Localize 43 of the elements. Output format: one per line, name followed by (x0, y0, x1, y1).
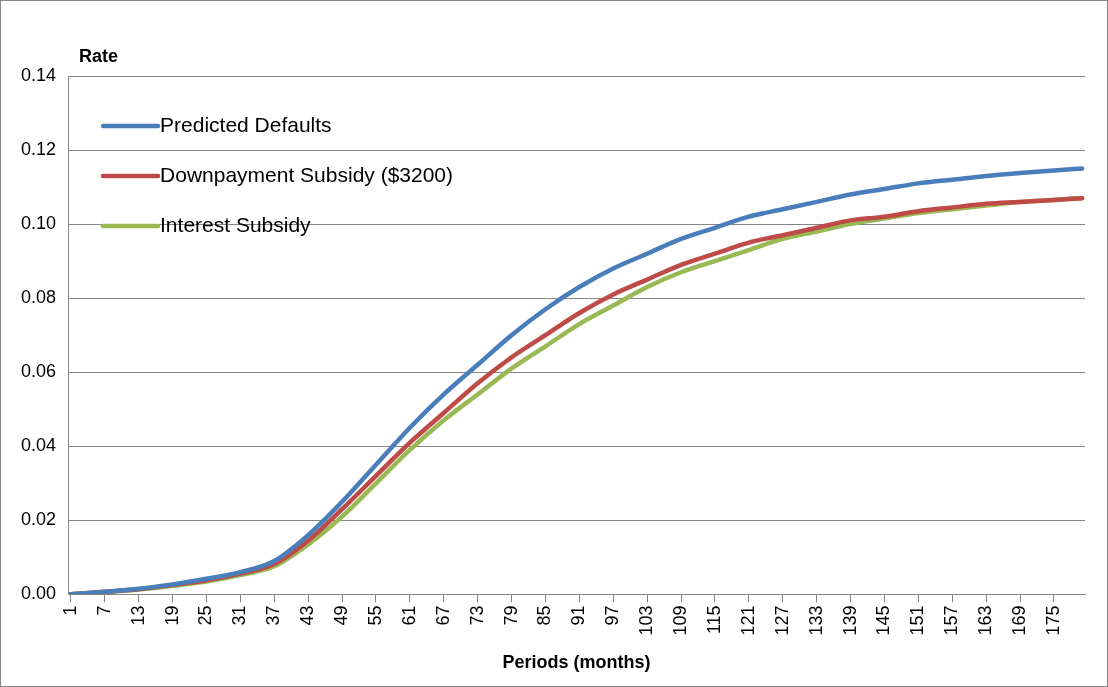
y-tick-label: 0.06 (20, 361, 57, 382)
x-tick-label: 151 (907, 605, 928, 636)
x-tick-label: 31 (229, 605, 250, 626)
x-tick-label: 7 (93, 605, 114, 616)
x-tick-label: 115 (703, 605, 724, 635)
x-tick-label: 163 (975, 605, 996, 636)
x-tick-label: 43 (297, 605, 318, 626)
x-tick-label: 133 (805, 605, 826, 636)
y-tick-label: 0.02 (20, 509, 57, 530)
x-tick-label: 1 (59, 605, 80, 616)
x-tick-label: 73 (466, 605, 487, 626)
y-tick-label: 0.08 (20, 287, 57, 308)
x-tick-label: 55 (364, 605, 385, 626)
x-tick-label: 145 (873, 605, 894, 636)
legend-label: Interest Subsidy (160, 212, 312, 236)
x-tick-label: 37 (263, 605, 284, 626)
x-tick-label: 121 (737, 605, 758, 636)
x-tick-label: 79 (500, 605, 521, 626)
y-tick-label: 0.10 (20, 213, 57, 234)
y-tick-label: 0.14 (20, 64, 57, 85)
x-tick-label: 175 (1042, 605, 1063, 636)
y-tick-label: 0.12 (20, 139, 57, 160)
x-tick-label: 157 (941, 605, 962, 636)
x-tick-label: 67 (432, 605, 453, 626)
x-tick-label: 19 (161, 605, 182, 626)
x-tick-label: 109 (670, 605, 691, 636)
y-tick-label: 0.04 (20, 435, 57, 456)
x-tick-label: 85 (534, 605, 555, 626)
x-tick-label: 25 (195, 605, 216, 626)
x-axis-title: Periods (months) (502, 652, 651, 673)
y-axis-title: Rate (79, 45, 119, 66)
x-tick-label: 169 (1009, 605, 1029, 636)
x-tick-label: 127 (771, 605, 792, 636)
x-tick-label: 13 (127, 605, 148, 626)
legend-label: Predicted Defaults (160, 112, 332, 136)
x-tick-label: 97 (602, 605, 623, 626)
x-tick-label: 61 (398, 605, 419, 626)
x-tick-label: 103 (636, 605, 657, 636)
x-tick-label: 91 (568, 605, 589, 626)
x-tick-label: 49 (331, 605, 352, 626)
x-tick-label: 139 (839, 605, 860, 636)
legend-label: Downpayment Subsidy ($3200) (160, 162, 454, 186)
y-tick-label: 0.00 (20, 583, 57, 604)
